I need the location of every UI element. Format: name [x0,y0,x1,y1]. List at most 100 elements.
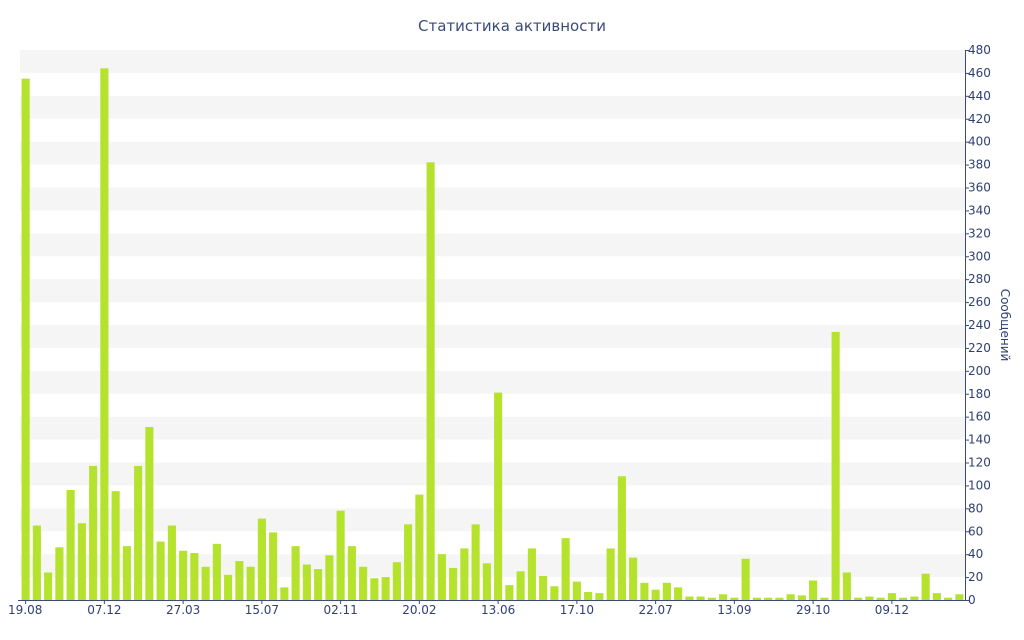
grid-band [20,393,965,417]
bar [707,597,716,600]
y-tick-label: 420 [968,112,991,126]
grid-band [20,233,965,257]
bar [482,563,491,600]
y-tick-label: 200 [968,364,991,378]
bar [629,557,638,600]
bar [820,597,829,600]
bar [201,566,210,600]
x-tick-label: 29.10 [796,603,830,617]
grid-band [20,72,965,96]
bar [944,597,953,600]
grid-band [20,118,965,142]
grid-band [20,577,965,600]
x-tick-label: 20.02 [402,603,436,617]
bar [280,587,289,600]
grid-band [20,141,965,165]
bar [865,596,874,600]
bar [212,543,221,600]
bar [111,491,120,600]
bar [775,597,784,600]
bar [55,547,64,600]
y-tick-label: 280 [968,272,991,286]
bar [786,594,795,600]
x-tick-label: 17.10 [560,603,594,617]
bar [460,548,469,600]
y-tick-label: 220 [968,341,991,355]
y-tick-label: 440 [968,89,991,103]
bar [651,589,660,600]
x-tick-label: 07.12 [87,603,121,617]
bar [89,465,98,600]
y-tick-label: 60 [968,524,983,538]
grid-band [20,256,965,280]
x-tick-labels: 19.08 07.12 27.03 15.07 02.11 20.02 13.06 17.10… [8,600,909,617]
bar [595,593,604,601]
bar [122,546,131,600]
x-tick-label: 13.06 [481,603,515,617]
bar [190,553,199,600]
grid-band [20,302,965,325]
bar [887,593,896,601]
y-tick-label: 240 [968,318,991,332]
grid-band [20,187,965,211]
bar [449,567,458,600]
bar [392,562,401,600]
bar [370,578,379,600]
bar [381,577,390,600]
y-tick-label: 20 [968,570,983,584]
grid-band [20,325,965,348]
bar [730,597,739,600]
y-tick-label: 0 [968,593,976,607]
bar [314,569,323,600]
x-tick-label: 02.11 [323,603,357,617]
x-tick-label: 15.07 [245,603,279,617]
bar [179,550,188,600]
grid-band [20,508,965,532]
grid-band [20,95,965,119]
bar [257,518,266,600]
grid-band [20,210,965,234]
bar [269,532,278,600]
bar [719,594,728,600]
bar [66,490,75,600]
bar [572,581,581,600]
bar [910,596,919,600]
bar [606,548,615,600]
y-tick-label: 360 [968,181,991,195]
y-tick-label: 340 [968,203,991,217]
bar [955,594,964,600]
grid-bands [20,50,965,600]
grid-band [20,485,965,509]
bar [842,572,851,600]
grid-band [20,279,965,303]
bar [359,566,368,600]
bar [550,586,559,600]
grid-band [20,347,965,371]
y-tick-label: 460 [968,66,991,80]
y-tick-label: 300 [968,249,991,263]
grid-band [20,439,965,463]
bar [347,546,356,600]
y-tick-label: 180 [968,387,991,401]
bar [539,575,548,600]
bar [527,548,536,600]
bar [932,593,941,601]
bar [32,525,41,600]
bar [404,524,413,601]
y-tick-label: 320 [968,226,991,240]
bar [437,554,446,600]
bar [426,162,435,601]
y-tick-label: 400 [968,135,991,149]
grid-band [20,462,965,486]
y-tick-label: 100 [968,478,991,492]
y-tick-label: 160 [968,410,991,424]
bar [224,574,233,600]
x-tick-label: 09.12 [875,603,909,617]
bar [336,510,345,601]
bar [831,331,840,601]
grid-band [20,416,965,440]
bar [752,597,761,600]
grid-band [20,531,965,555]
bar [674,587,683,600]
